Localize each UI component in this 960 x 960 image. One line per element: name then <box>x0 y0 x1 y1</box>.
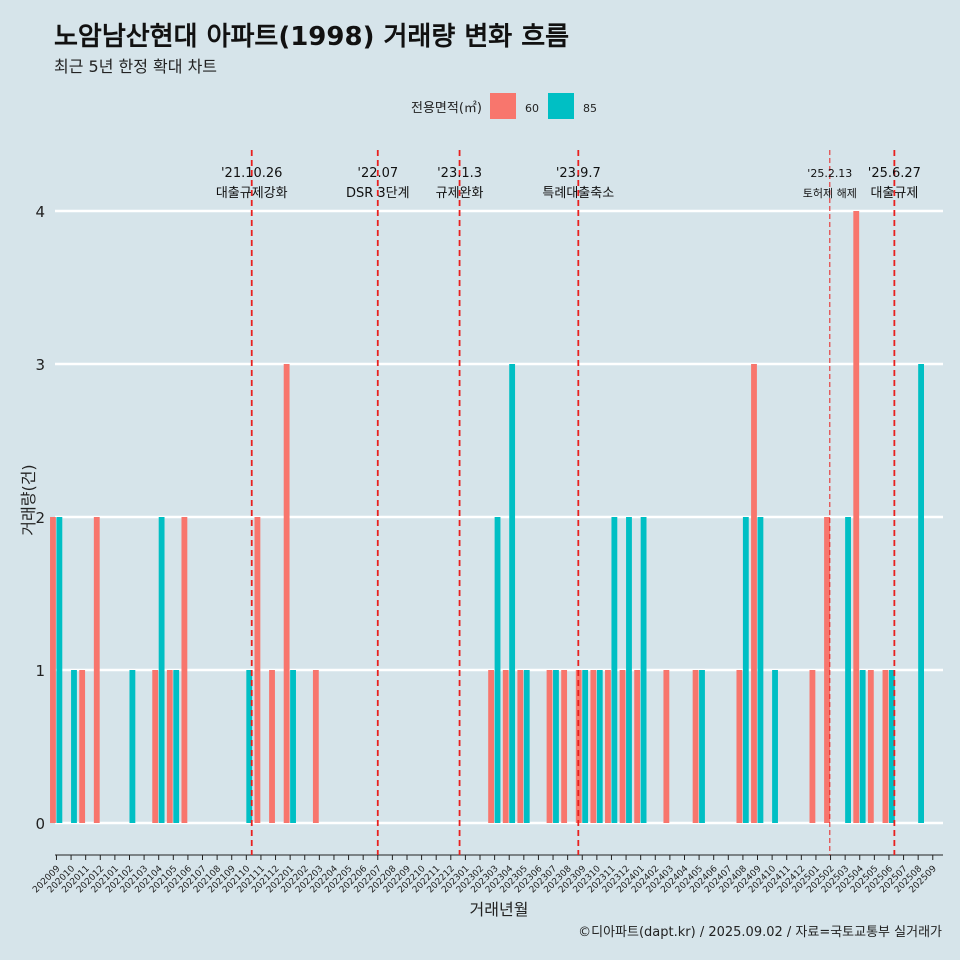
legend-title: 전용면적(㎡) <box>411 101 482 116</box>
bar-60-202310 <box>590 670 597 823</box>
y-tick-label: 4 <box>35 203 45 221</box>
event-date-label: '25.6.27 <box>868 166 921 181</box>
event-date-label: '25.2.13 <box>807 167 852 180</box>
bar-60-202203 <box>312 670 319 823</box>
y-tick-label: 2 <box>35 509 45 527</box>
legend-swatch-60 <box>490 93 516 119</box>
bar-60-202502 <box>824 517 830 823</box>
event-name-label: 특례대출축소 <box>542 186 614 201</box>
bar-60-202112 <box>269 670 275 823</box>
bar-60-202105 <box>166 670 173 823</box>
x-axis-title: 거래년월 <box>470 900 529 919</box>
bar-85-202410 <box>772 670 778 823</box>
bar-85-202503 <box>845 517 851 823</box>
event-name-label: 대출규제 <box>870 186 918 201</box>
bar-85-202010 <box>71 670 77 823</box>
bar-60-202305 <box>517 670 524 823</box>
bar-85-202110 <box>246 670 253 823</box>
bar-60-202403 <box>663 670 670 823</box>
bar-60-202501 <box>809 670 816 823</box>
bar-60-202012 <box>93 517 100 823</box>
y-tick-label: 1 <box>35 662 45 680</box>
bar-60-202409 <box>751 364 757 823</box>
bar-60-202312 <box>619 670 626 823</box>
bar-85-202102 <box>129 670 136 823</box>
bar-60-202201 <box>283 364 290 823</box>
bar-60-202505 <box>867 670 874 823</box>
bar-60-202308 <box>561 670 568 823</box>
event-date-label: '23.1.3 <box>437 166 482 181</box>
bar-85-202304 <box>509 364 516 823</box>
bar-85-202307 <box>553 670 559 823</box>
legend-label-60: 60 <box>525 102 539 115</box>
legend-label-85: 85 <box>583 102 597 115</box>
bar-85-202201 <box>290 670 296 823</box>
bar-60-202309 <box>575 670 582 823</box>
event-name-label: DSR 3단계 <box>346 186 410 201</box>
bar-60-202408 <box>736 670 743 823</box>
bar-85-202104 <box>158 517 165 823</box>
y-tick-label: 0 <box>35 815 45 833</box>
bar-85-202504 <box>859 670 866 823</box>
event-date-label: '21.10.26 <box>221 166 282 181</box>
bar-85-202311 <box>611 517 618 823</box>
bar-60-202111 <box>254 517 261 823</box>
bar-85-202401 <box>640 517 647 823</box>
bar-85-202009 <box>56 517 63 823</box>
source-caption: ©디아파트(dapt.kr) / 2025.09.02 / 자료=국토교통부 실… <box>578 925 942 940</box>
event-name-label: 토허제 해제 <box>803 186 857 200</box>
bar-85-202309 <box>582 670 589 823</box>
y-tick-label: 3 <box>35 356 45 374</box>
bar-60-202104 <box>152 670 159 823</box>
bar-85-202105 <box>173 670 180 823</box>
chart-title: 노암남산현대 아파트(1998) 거래량 변화 흐름 <box>54 22 570 52</box>
bar-85-202405 <box>699 670 705 823</box>
bar-60-202106 <box>181 517 188 823</box>
bar-60-202405 <box>692 670 699 823</box>
event-date-label: '23.9.7 <box>556 166 601 181</box>
bar-60-202011 <box>79 670 86 823</box>
bar-60-202304 <box>502 670 509 823</box>
chart-subtitle: 최근 5년 한정 확대 차트 <box>54 57 218 76</box>
bar-60-202009 <box>50 517 56 823</box>
bar-60-202307 <box>546 670 553 823</box>
bar-60-202506 <box>882 670 889 823</box>
bar-85-202508 <box>918 364 924 823</box>
legend-swatch-85 <box>548 93 574 119</box>
bar-85-202409 <box>757 517 764 823</box>
bar-85-202408 <box>742 517 749 823</box>
bar-60-202311 <box>605 670 611 823</box>
y-axis-title: 거래량(건) <box>19 464 38 535</box>
event-name-label: 대출규제강화 <box>216 186 288 201</box>
bar-60-202504 <box>853 211 860 823</box>
bar-85-202305 <box>523 670 530 823</box>
bar-60-202303 <box>488 670 495 823</box>
bar-85-202312 <box>626 517 632 823</box>
event-name-label: 규제완화 <box>436 186 484 201</box>
bar-85-202506 <box>888 670 895 823</box>
bar-60-202401 <box>634 670 641 823</box>
bar-85-202310 <box>596 670 603 823</box>
bar-85-202303 <box>494 517 501 823</box>
event-date-label: '22.07 <box>357 166 398 181</box>
